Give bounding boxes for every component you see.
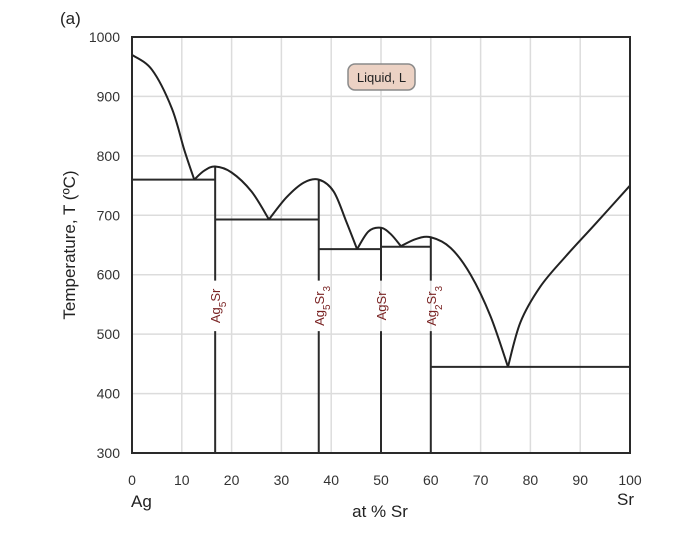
y-axis-label: Temperature, T (ºC) [60,170,79,319]
x-tick-label: 50 [373,472,389,488]
liquidus-curve [400,235,509,368]
liquid-annotation-box [347,63,416,91]
phase-label-agsr: AgSr [374,291,389,321]
y-tick-label: 700 [97,207,121,223]
y-tick-label: 300 [97,445,121,461]
x-tick-label: 40 [323,472,339,488]
liquidus-curve [356,226,402,250]
x-tick-label: 70 [473,472,489,488]
liquidus-curve [268,178,359,250]
x-tick-label: 10 [174,472,190,488]
x-tick-label: 80 [523,472,539,488]
invariant-lines [132,178,630,368]
compound-lines [214,166,432,453]
liquidus-curves [131,53,631,368]
x-left-element-label: Ag [131,492,152,511]
x-axis-label: at % Sr [352,502,408,521]
y-tick-label: 800 [97,148,121,164]
y-tick-label: 900 [97,88,121,104]
liquidus-curve [507,184,631,368]
liquid-annotation-text: Liquid, L [357,70,406,85]
x-tick-label: 60 [423,472,439,488]
x-tick-label: 0 [128,472,136,488]
y-tick-label: 600 [97,267,121,283]
y-tick-label: 400 [97,386,121,402]
liquid-annotation: Liquid, L [347,63,416,91]
plot-frame [131,36,631,454]
x-tick-label: 90 [572,472,588,488]
phase-label-ag5sr3: Ag5Sr3 [312,285,333,325]
y-tick-label: 1000 [89,29,120,45]
liquidus-curve [193,165,270,220]
x-right-element-label: Sr [617,490,634,509]
x-tick-label: 100 [618,472,642,488]
x-tick-labels: 0 10 20 30 40 50 60 70 80 90 100 [128,472,642,488]
phase-label-ag5sr: Ag5Sr [208,288,229,323]
x-tick-label: 20 [224,472,240,488]
liquidus-curve [131,53,196,180]
phase-label-ag2sr3: Ag2Sr3 [424,285,445,325]
phase-labels: Ag5Sr Ag5Sr3 AgSr Ag2Sr3 [208,285,444,325]
panel-label: (a) [60,9,81,28]
x-tick-label: 30 [274,472,290,488]
y-tick-label: 500 [97,326,121,342]
y-tick-labels: 300 400 500 600 700 800 900 1000 [89,29,120,461]
